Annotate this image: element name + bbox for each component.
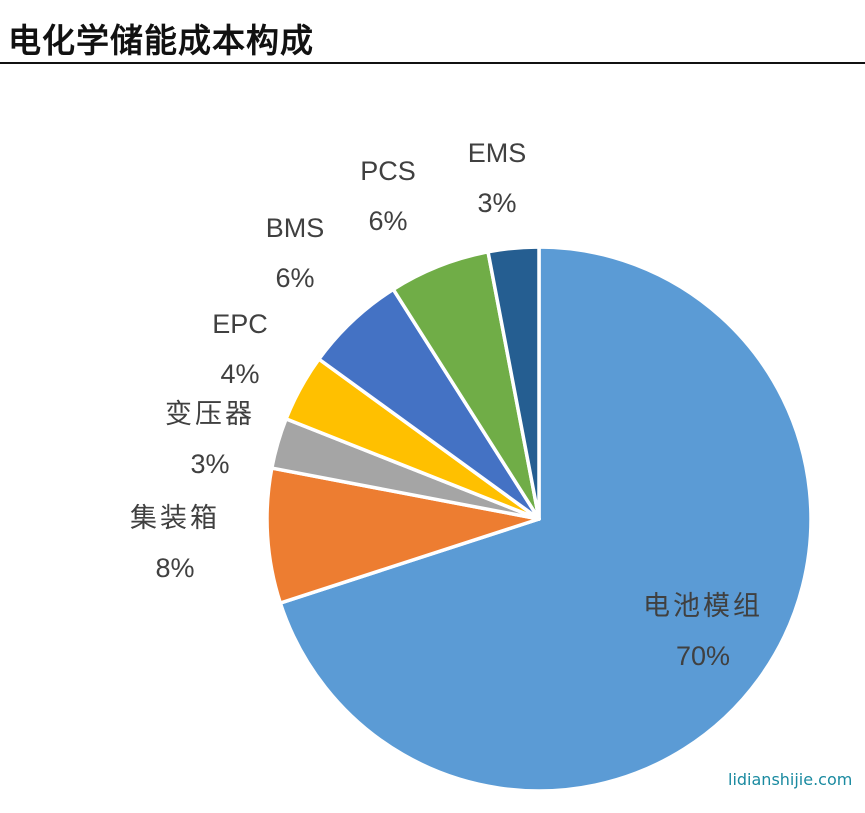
pie-slice-0 — [278, 245, 813, 793]
slice-value-label-2: 3% — [190, 449, 229, 479]
slice-value-label-1: 8% — [155, 553, 194, 583]
chart-title: 电化学储能成本构成 — [8, 21, 314, 60]
slice-label-5: PCS — [360, 156, 416, 186]
title-divider — [0, 62, 865, 64]
slice-value-label-6: 3% — [477, 188, 516, 218]
pie-slice-1 — [265, 466, 541, 605]
slice-label-2: 变压器 — [165, 399, 255, 430]
slice-label-1: 集装箱 — [130, 503, 220, 534]
slice-value-label-5: 6% — [368, 206, 407, 236]
slice-value-label-0: 70% — [676, 641, 730, 671]
pie-slice-6 — [486, 245, 541, 521]
slice-label-4: BMS — [266, 213, 325, 243]
slice-value-label-4: 6% — [275, 263, 314, 293]
slice-label-6: EMS — [468, 138, 527, 168]
slice-value-label-3: 4% — [220, 359, 259, 389]
slice-label-0: 电池模组 — [643, 591, 763, 622]
watermark: lidianshijie.com — [728, 770, 853, 789]
slice-label-3: EPC — [212, 309, 268, 339]
